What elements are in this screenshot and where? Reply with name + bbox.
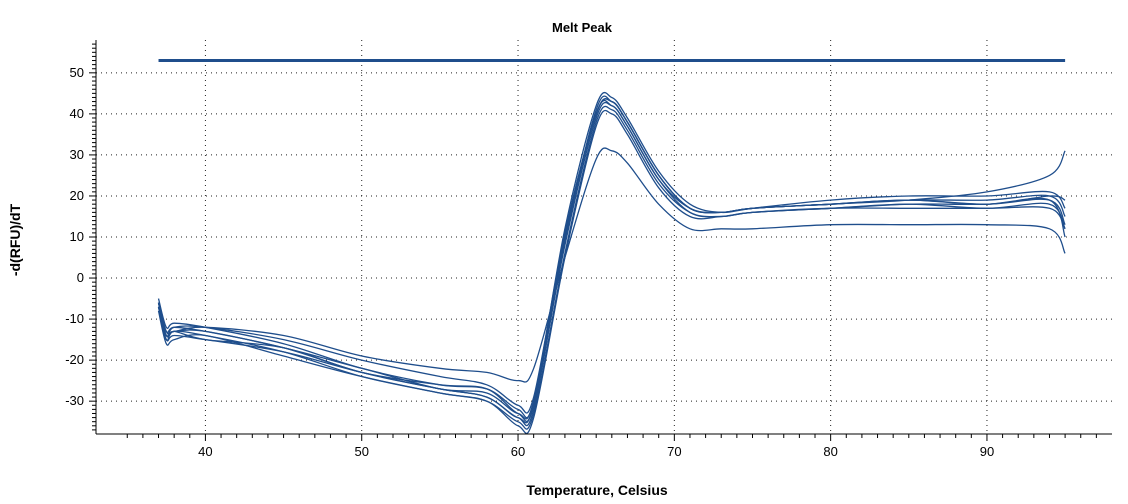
x-axis-label: Temperature, Celsius: [526, 482, 668, 498]
y-tick-label: 20: [70, 188, 84, 203]
y-tick-label: -20: [65, 352, 84, 367]
x-tick-label: 90: [980, 444, 994, 459]
series-group: [157, 91, 1066, 434]
x-tick-label: 40: [198, 444, 212, 459]
melt-curve-9: [157, 99, 1066, 422]
y-tick-label: 10: [70, 229, 84, 244]
x-ticks: 40 50 60 70 80 90: [126, 434, 1097, 459]
melt-curve-4: [157, 105, 1066, 430]
melt-curve-7: [157, 109, 1066, 434]
y-tick-label: -10: [65, 311, 84, 326]
melt-curve-8: [157, 147, 1066, 383]
y-tick-label: 0: [77, 270, 84, 285]
melt-curve-3: [157, 91, 1066, 419]
y-tick-label: 50: [70, 65, 84, 80]
grid-lines: [96, 40, 1112, 434]
x-tick-label: 80: [823, 444, 837, 459]
y-ticks: -30 -20 -10 0 10 20 30 40 50: [65, 43, 96, 431]
melt-curve-6: [157, 98, 1066, 414]
chart-title: Melt Peak: [552, 20, 613, 35]
x-tick-label: 60: [511, 444, 525, 459]
y-tick-label: -30: [65, 393, 84, 408]
x-tick-label: 50: [354, 444, 368, 459]
x-tick-label: 70: [667, 444, 681, 459]
melt-curve-1: [157, 98, 1066, 420]
y-tick-label: 40: [70, 106, 84, 121]
y-axis-label: -d(RFU)/dT: [7, 203, 23, 276]
y-tick-label: 30: [70, 147, 84, 162]
melt-curve-5: [157, 95, 1066, 427]
